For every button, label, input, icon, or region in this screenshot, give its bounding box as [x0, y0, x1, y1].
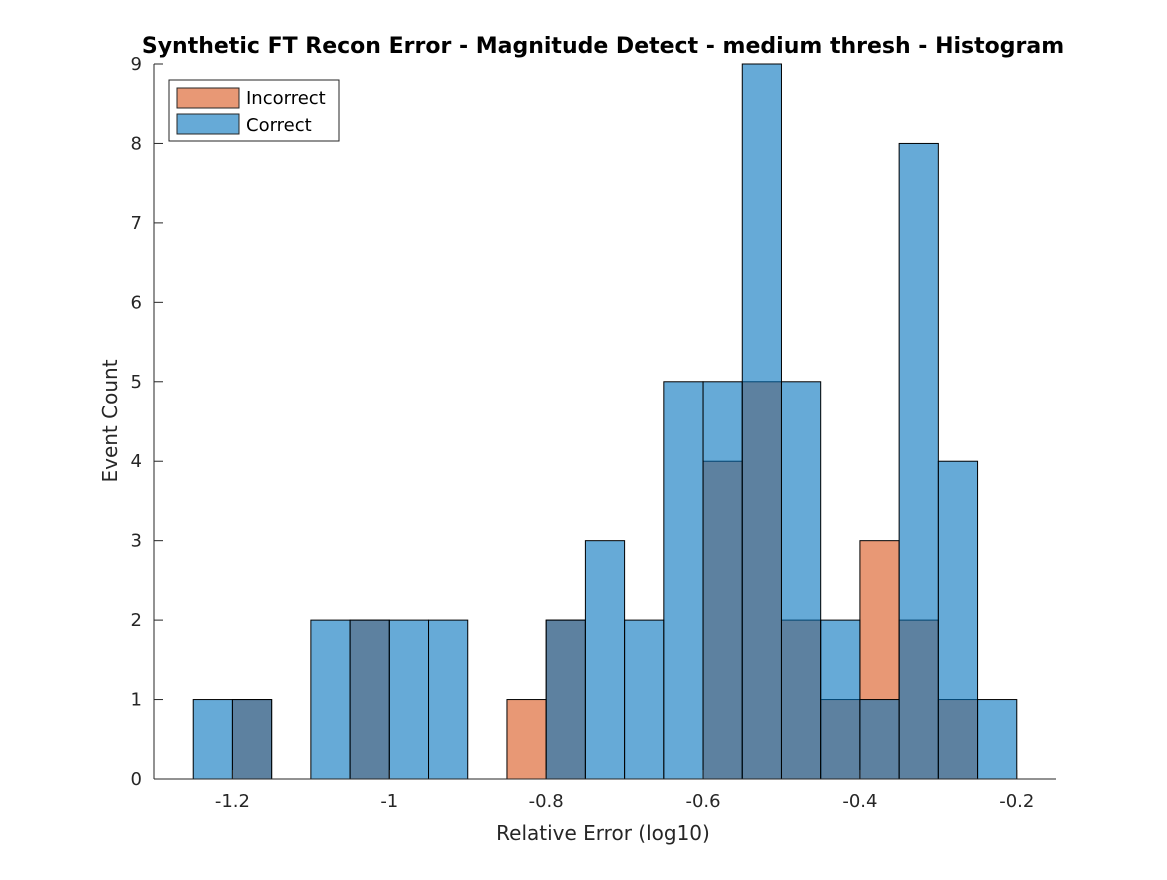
- axes: [153, 64, 1056, 780]
- correct-bar: [192, 699, 233, 780]
- correct-bar: [231, 699, 273, 780]
- x-tick-label: -1: [380, 791, 398, 812]
- x-tick-label: -0.8: [529, 791, 564, 812]
- legend-label-incorrect: Incorrect: [246, 88, 326, 109]
- y-tick-label: 8: [131, 133, 142, 154]
- y-tick-label: 2: [131, 610, 142, 631]
- correct-bar: [702, 381, 743, 780]
- correct-bar: [898, 142, 939, 780]
- correct-bar: [741, 63, 782, 780]
- y-axis-ticks: 0 1 2 3 4 5 6 7 8 9: [131, 54, 163, 790]
- correct-bar: [977, 699, 1018, 780]
- y-tick-label: 3: [131, 531, 142, 552]
- correct-series-bars: [192, 63, 1018, 780]
- correct-bar: [624, 619, 665, 780]
- y-tick-label: 7: [131, 213, 142, 234]
- x-tick-label: -0.6: [685, 791, 720, 812]
- correct-bar: [388, 619, 430, 780]
- y-tick-label: 5: [131, 372, 142, 393]
- correct-bar: [859, 699, 900, 780]
- correct-bar: [584, 540, 626, 780]
- y-tick-label: 9: [131, 54, 142, 75]
- correct-bar: [310, 619, 351, 780]
- legend-swatch-incorrect: [176, 87, 240, 109]
- x-axis-label: Relative Error (log10): [496, 821, 710, 845]
- y-tick-label: 6: [131, 292, 142, 313]
- y-axis-label: Event Count: [98, 359, 122, 482]
- correct-bar: [820, 619, 861, 780]
- y-tick-label: 0: [131, 769, 142, 790]
- correct-bar: [937, 460, 979, 780]
- correct-bar: [780, 381, 822, 780]
- legend-swatch-correct: [176, 113, 240, 135]
- legend: Incorrect Correct: [168, 79, 340, 142]
- correct-bar: [545, 619, 586, 780]
- x-tick-label: -0.4: [842, 791, 877, 812]
- chart-title: Synthetic FT Recon Error - Magnitude Det…: [142, 34, 1064, 59]
- legend-label-correct: Correct: [246, 115, 312, 136]
- y-tick-label: 4: [131, 451, 142, 472]
- correct-bar: [428, 619, 469, 780]
- correct-bar: [663, 381, 704, 780]
- correct-bar: [349, 619, 390, 780]
- x-axis-ticks: -1.2 -1 -0.8 -0.6 -0.4 -0.2: [215, 770, 1034, 812]
- x-tick-label: -1.2: [215, 791, 250, 812]
- x-tick-label: -0.2: [999, 791, 1034, 812]
- incorrect-bar: [506, 699, 547, 780]
- y-tick-label: 1: [131, 690, 142, 711]
